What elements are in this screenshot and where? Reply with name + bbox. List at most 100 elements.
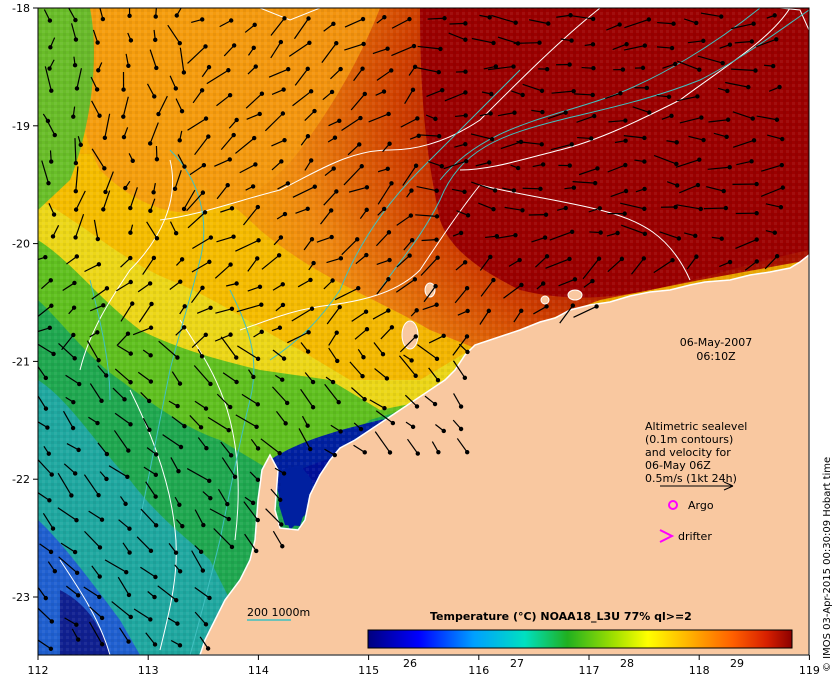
- velocity-vector: [192, 89, 203, 104]
- colorbar-tick-label: 27: [510, 657, 524, 670]
- velocity-vector: [607, 164, 626, 173]
- velocity-vector: [235, 239, 259, 252]
- velocity-vector: [428, 335, 444, 344]
- velocity-vector: [404, 89, 414, 104]
- velocity-vector-origin: [154, 157, 160, 162]
- velocity-vector: [57, 472, 72, 496]
- plot-frame: [37, 7, 810, 656]
- velocity-vector: [223, 44, 235, 57]
- velocity-vector-origin: [407, 253, 412, 258]
- velocity-vector-origin: [200, 190, 206, 195]
- velocity-vector-origin: [130, 158, 135, 163]
- velocity-vector-origin: [182, 424, 187, 429]
- velocity-vector-origin: [208, 381, 213, 387]
- velocity-vector-origin: [128, 351, 133, 356]
- velocity-vector-origin: [546, 21, 551, 26]
- velocity-vector-origin: [128, 422, 133, 427]
- velocity-vector-origin: [308, 277, 313, 283]
- velocity-vector: [610, 190, 627, 198]
- velocity-vector: [349, 361, 363, 377]
- velocity-vector-origin: [179, 108, 185, 114]
- velocity-vector: [162, 434, 182, 448]
- velocity-vector: [497, 112, 515, 117]
- velocity-vector: [443, 160, 467, 170]
- velocity-vector-origin: [571, 88, 576, 94]
- velocity-vector: [419, 134, 440, 137]
- velocity-vector: [129, 187, 138, 209]
- velocity-vector-origin: [640, 65, 646, 71]
- velocity-vector: [42, 512, 54, 529]
- velocity-vector: [417, 45, 441, 50]
- velocity-vector: [344, 18, 364, 28]
- velocity-vector-origin: [338, 66, 343, 72]
- velocity-vector-origin: [567, 163, 572, 168]
- velocity-vector-origin: [463, 90, 468, 95]
- velocity-vector-origin: [701, 137, 706, 143]
- velocity-vector: [324, 383, 340, 403]
- velocity-vector: [90, 76, 98, 90]
- velocity-vector: [547, 112, 566, 120]
- velocity-vector: [65, 585, 79, 596]
- velocity-vector-origin: [76, 637, 81, 642]
- velocity-vector-origin: [360, 66, 365, 71]
- velocity-vector-origin: [539, 142, 544, 147]
- velocity-vector: [58, 342, 76, 359]
- velocity-vector: [372, 310, 389, 320]
- colorbar-gradient: [367, 629, 793, 649]
- velocity-vector-origin: [72, 280, 77, 286]
- velocity-vector: [374, 431, 391, 453]
- velocity-vector-origin: [488, 111, 493, 116]
- velocity-vector: [475, 161, 490, 167]
- velocity-vector-origin: [226, 516, 231, 522]
- velocity-vector: [765, 203, 782, 208]
- velocity-vector-origin: [458, 404, 464, 409]
- velocity-vector: [353, 68, 364, 82]
- velocity-vector: [529, 19, 549, 25]
- velocity-vector-origin: [618, 91, 623, 96]
- velocity-vector-origin: [97, 594, 102, 600]
- velocity-vector-origin: [329, 89, 335, 95]
- velocity-vector-origin: [43, 255, 48, 260]
- velocity-vector-origin: [465, 213, 471, 218]
- velocity-vector: [428, 367, 439, 381]
- velocity-vector-origin: [409, 188, 414, 193]
- velocity-vector-origin: [362, 91, 368, 97]
- velocity-vector-origin: [511, 64, 516, 69]
- velocity-vector-origin: [699, 115, 704, 120]
- velocity-vector-origin: [779, 162, 785, 168]
- velocity-vector-origin: [434, 214, 440, 219]
- velocity-vector: [373, 342, 384, 355]
- velocity-vector: [708, 119, 729, 123]
- velocity-vector-origin: [277, 325, 283, 330]
- velocity-vector-origin: [177, 569, 183, 574]
- velocity-vector-origin: [537, 40, 542, 45]
- velocity-vector: [504, 206, 523, 211]
- velocity-vector-origin: [128, 38, 134, 43]
- velocity-vector-origin: [414, 404, 420, 409]
- velocity-vector-origin: [310, 379, 316, 385]
- velocity-vector-origin: [754, 259, 759, 264]
- velocity-vector-origin: [462, 189, 467, 195]
- velocity-vector-origin: [413, 334, 418, 339]
- velocity-vector-origin: [464, 286, 470, 291]
- velocity-vector-origin: [198, 549, 204, 555]
- velocity-vector: [38, 343, 54, 355]
- velocity-vector-origin: [278, 235, 284, 240]
- velocity-vector-origin: [128, 255, 133, 261]
- velocity-vector-origin: [754, 237, 759, 242]
- velocity-vector: [375, 410, 394, 424]
- velocity-vector: [196, 307, 211, 314]
- velocity-vector: [145, 632, 156, 645]
- velocity-vector-origin: [642, 206, 647, 212]
- velocity-vector: [582, 258, 600, 280]
- velocity-vector-origin: [255, 402, 260, 407]
- velocity-vector-origin: [598, 230, 603, 235]
- velocity-vector: [734, 40, 752, 44]
- velocity-vector-origin: [517, 257, 522, 263]
- velocity-vector-origin: [385, 166, 390, 171]
- velocity-vector-origin: [462, 260, 468, 265]
- velocity-vector-origin: [719, 236, 724, 241]
- velocity-vector-origin: [780, 136, 785, 142]
- velocity-vector-origin: [624, 41, 629, 47]
- velocity-vector: [391, 45, 415, 57]
